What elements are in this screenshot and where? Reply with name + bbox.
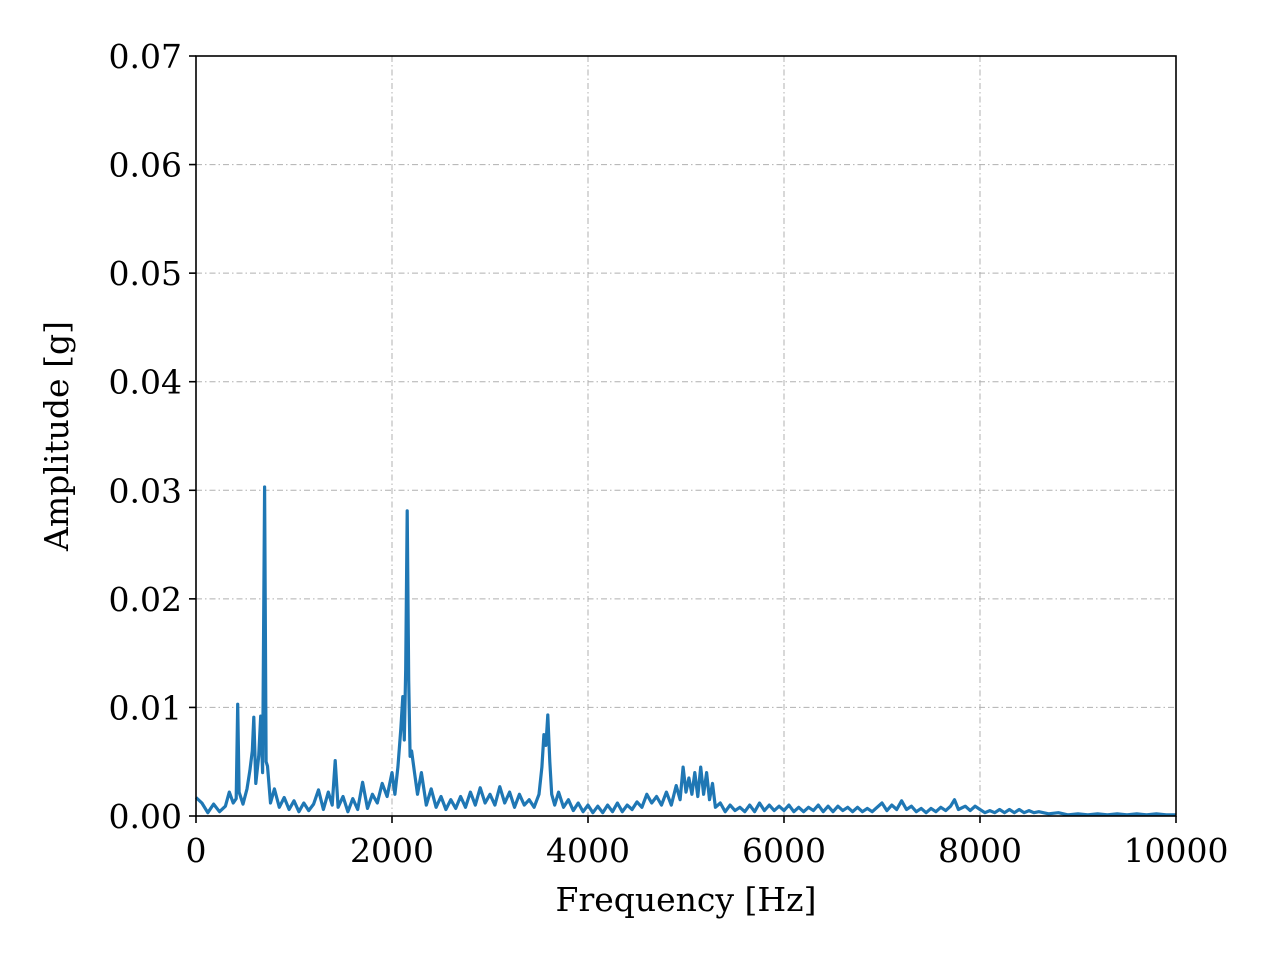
series-layer [194, 485, 1176, 817]
x-tick-label: 8000 [938, 831, 1022, 870]
y-tick-label: 0.02 [109, 580, 182, 619]
plot-frame [195, 55, 1177, 817]
y-tick-label: 0.05 [109, 254, 182, 293]
x-tick-label: 6000 [742, 831, 826, 870]
y-axis-label: Amplitude [g] [37, 321, 76, 552]
y-tick-label: 0.06 [109, 146, 182, 185]
y-tick-label: 0.03 [109, 471, 182, 510]
x-axis-label: Frequency [Hz] [556, 880, 817, 919]
y-tick-label: 0.00 [109, 797, 182, 836]
y-tick-label: 0.01 [109, 688, 182, 727]
y-tick-label: 0.04 [109, 363, 182, 402]
amplitude-series-line [194, 485, 1176, 817]
x-tick-label: 10000 [1124, 831, 1229, 870]
grid [195, 55, 1177, 817]
x-tick-label: 4000 [546, 831, 630, 870]
ticks: 0 2000 4000 6000 8000 10000 0.00 0.01 0.02 0.03 0.… [109, 37, 1229, 870]
x-tick-label: 0 [186, 831, 207, 870]
x-tick-label: 2000 [350, 831, 434, 870]
y-tick-label: 0.07 [109, 37, 182, 76]
